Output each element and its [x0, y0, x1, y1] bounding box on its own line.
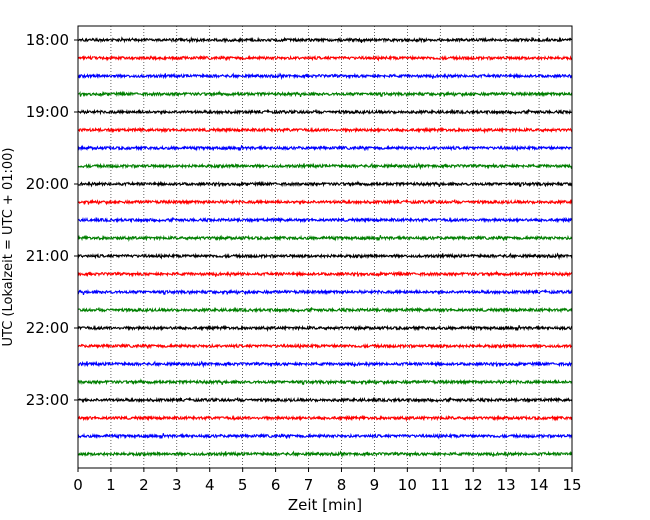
x-tick-label-11: 11 — [431, 476, 450, 494]
trace-row-5 — [77, 126, 573, 134]
trace-row-17 — [77, 342, 573, 350]
x-tick-label-3: 3 — [172, 476, 182, 494]
trace-row-16 — [77, 324, 573, 332]
y-tick-label-1: 19:00 — [26, 103, 69, 121]
y-tick-label-2: 20:00 — [26, 175, 69, 193]
x-tick-label-10: 10 — [398, 476, 417, 494]
x-tick-label-4: 4 — [205, 476, 215, 494]
y-tick-label-0: 18:00 — [26, 31, 69, 49]
x-tick-label-2: 2 — [139, 476, 149, 494]
y-tick-label-3: 21:00 — [26, 247, 69, 265]
seismic-traces — [77, 36, 573, 459]
trace-row-14 — [77, 288, 573, 296]
trace-row-7 — [77, 162, 573, 171]
x-tick-label-1: 1 — [106, 476, 116, 494]
x-axis: 0 1 2 3 4 5 6 7 8 9 10 11 12 13 14 15 — [73, 468, 582, 494]
x-tick-label-5: 5 — [238, 476, 248, 494]
x-tick-label-13: 13 — [497, 476, 516, 494]
x-tick-label-15: 15 — [562, 476, 581, 494]
trace-row-19 — [77, 378, 573, 386]
trace-row-8 — [77, 180, 573, 188]
trace-row-11 — [77, 234, 573, 242]
y-tick-label-5: 23:00 — [26, 391, 69, 409]
x-tick-label-6: 6 — [271, 476, 281, 494]
x-axis-label: Zeit [min] — [288, 496, 362, 514]
trace-row-6 — [77, 144, 573, 152]
y-axis: 18:00 19:00 20:00 21:00 22:00 23:00 — [26, 31, 78, 409]
trace-row-13 — [77, 270, 573, 278]
x-tick-label-12: 12 — [464, 476, 483, 494]
y-axis-label: UTC (Lokalzeit = UTC + 01:00) — [1, 148, 16, 347]
trace-row-1 — [77, 54, 573, 62]
x-tick-label-8: 8 — [337, 476, 347, 494]
trace-row-9 — [77, 198, 573, 206]
trace-row-21 — [77, 414, 573, 422]
trace-row-4 — [77, 108, 573, 116]
x-tick-label-0: 0 — [73, 476, 83, 494]
trace-row-12 — [77, 252, 573, 261]
plot-frame — [77, 25, 573, 469]
trace-row-22 — [77, 432, 573, 440]
y-tick-label-4: 22:00 — [26, 319, 69, 337]
trace-row-0 — [77, 36, 573, 44]
trace-row-2 — [77, 72, 573, 81]
trace-row-20 — [77, 396, 573, 404]
trace-row-23 — [77, 450, 573, 459]
trace-row-10 — [77, 216, 573, 224]
trace-row-18 — [77, 360, 573, 369]
x-tick-label-9: 9 — [370, 476, 380, 494]
trace-row-3 — [77, 90, 573, 98]
x-tick-label-7: 7 — [304, 476, 314, 494]
x-tick-label-14: 14 — [530, 476, 549, 494]
trace-row-15 — [77, 306, 573, 314]
